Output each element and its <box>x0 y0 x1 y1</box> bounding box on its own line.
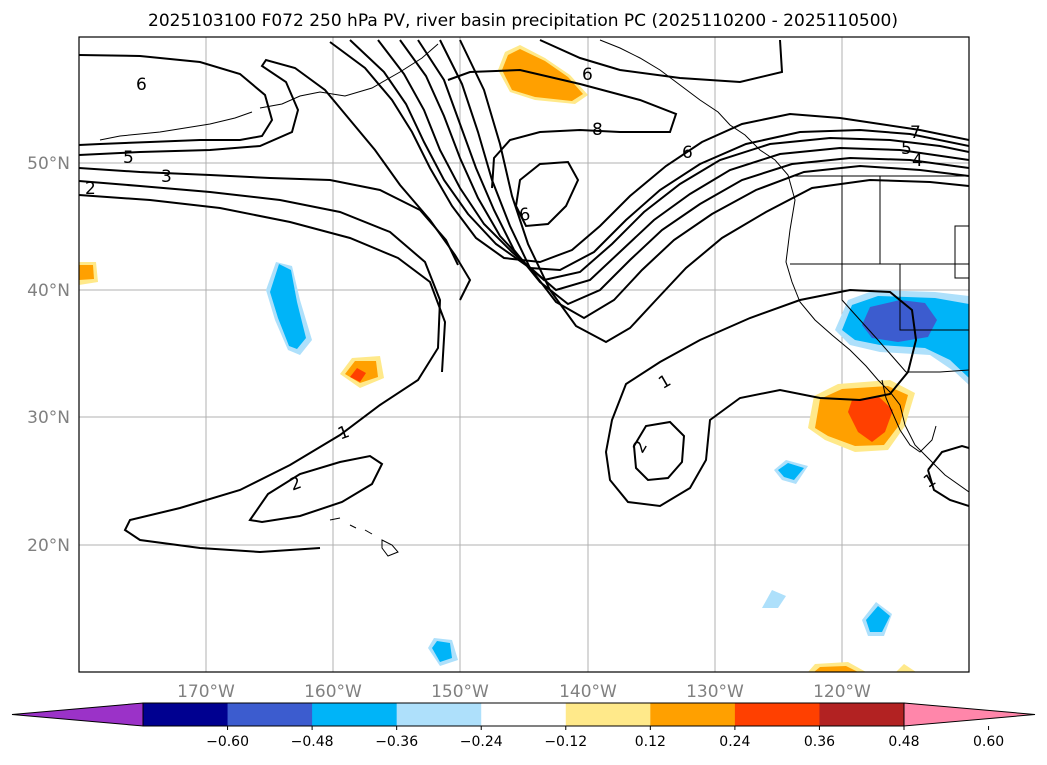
border-states-4 <box>841 264 907 373</box>
colorbar-extend-max <box>903 702 1036 727</box>
lon-label-140w: 140°W <box>559 682 617 702</box>
lat-label-20n: 20°N <box>27 536 70 556</box>
pv-contour-ridge <box>459 39 969 344</box>
contour-label: 6 <box>682 143 693 163</box>
contour-label: 6 <box>582 65 593 85</box>
latitude-labels: 50°N 40°N 30°N 20°N <box>27 154 70 556</box>
contour-label: 2 <box>629 437 652 456</box>
coastline-aleutians <box>99 111 253 141</box>
colorbar-tick-label: −0.36 <box>375 734 418 750</box>
colorbar-extend-min <box>11 702 144 727</box>
plot-frame <box>78 36 970 673</box>
colorbar-segment <box>312 703 398 726</box>
colorbar: −0.60 −0.48 −0.36 −0.24 −0.12 0.12 0.24 0.36 0.4… <box>11 702 1036 750</box>
lat-label-40n: 40°N <box>27 281 70 301</box>
pv-contours <box>79 39 969 554</box>
contour-label: 8 <box>592 120 603 140</box>
colorbar-tick-label: 0.36 <box>804 734 835 750</box>
pv-contour-6-north <box>539 39 784 84</box>
pv-contour-trough-5 <box>439 39 969 320</box>
colorbar-segment <box>227 703 313 726</box>
precip-patch-orange-bottom-core <box>814 666 858 672</box>
contour-label: 5 <box>901 139 912 159</box>
pv-contour-6-trough <box>329 41 969 264</box>
pv-contour-8-north <box>447 68 678 189</box>
pv-contour-2-east <box>632 420 686 482</box>
lat-label-30n: 30°N <box>27 408 70 428</box>
colorbar-segment <box>819 703 905 726</box>
colorbar-tick-label: 0.24 <box>719 734 750 750</box>
colorbar-tick-label: −0.24 <box>460 734 503 750</box>
pv-contour-2 <box>79 180 442 554</box>
pv-contour-7 <box>349 39 969 272</box>
lat-label-50n: 50°N <box>27 154 70 174</box>
pv-contour-1-southeast <box>927 444 969 507</box>
pv-contour-6-northwest <box>79 54 274 146</box>
map-plot-area: 6 5 2 3 6 8 9 6 7 5 4 1 1 2 2 1 <box>79 37 969 672</box>
pv-contour-inner-trough <box>417 39 969 306</box>
hawaii-islands <box>329 517 399 557</box>
pv-contour-2-loop <box>248 454 384 524</box>
coastlines <box>99 39 969 557</box>
colorbar-segment <box>650 703 736 726</box>
pv-contour-3 <box>79 167 459 266</box>
precip-patch-orange-bottom-2 <box>896 664 916 672</box>
lon-label-120w: 120°W <box>813 682 871 702</box>
colorbar-segment <box>565 703 651 726</box>
colorbar-tick-label: 0.60 <box>973 734 1004 750</box>
pv-contour-1-east <box>604 288 918 508</box>
coastline-baja <box>881 379 937 453</box>
colorbar-frame <box>142 702 905 727</box>
precip-patch-red-baja <box>848 396 893 442</box>
pv-contour-8 <box>377 39 969 282</box>
border-usa-mexico <box>906 369 969 373</box>
lon-label-160w: 160°W <box>304 682 362 702</box>
colorbar-segment <box>143 703 229 726</box>
colorbar-tick-label: 0.12 <box>635 734 666 750</box>
coastline-alaska-islands <box>259 43 439 109</box>
precip-patch-west-edge-core <box>79 265 94 280</box>
pv-contour-5 <box>79 58 472 301</box>
contour-label: 7 <box>910 123 921 143</box>
coastline-north-america <box>599 39 969 493</box>
contour-label: 2 <box>85 179 96 199</box>
precip-patch-blue-small-3-core <box>866 606 890 632</box>
contour-label: 1 <box>655 371 674 394</box>
colorbar-segment <box>734 703 820 726</box>
contour-label: 5 <box>123 148 134 168</box>
contour-label: 1 <box>920 470 939 493</box>
precip-patch-blue-small-1-core <box>778 463 804 480</box>
contour-label: 4 <box>912 151 923 171</box>
precip-patch-blue-small-2 <box>762 590 786 608</box>
pv-contour-1-pacific <box>79 194 447 373</box>
colorbar-tick-label: −0.60 <box>206 734 249 750</box>
figure-title: 2025103100 F072 250 hPa PV, river basin … <box>148 11 898 31</box>
contour-label: 1 <box>335 422 352 444</box>
pv-contour-9 <box>399 39 969 292</box>
colorbar-segment <box>481 703 567 726</box>
pv-contour-closed-9 <box>514 160 580 228</box>
border-states-6 <box>954 225 969 279</box>
gridlines <box>79 37 969 672</box>
colorbar-tick-label: −0.12 <box>544 734 587 750</box>
colorbar-segment <box>396 703 482 726</box>
precip-patch-blue-small-4-core <box>432 641 452 662</box>
contour-label: 6 <box>136 75 147 95</box>
lon-label-130w: 130°W <box>686 682 744 702</box>
contour-label: 3 <box>161 167 172 187</box>
lon-label-170w: 170°W <box>177 682 235 702</box>
contour-label: 9 <box>517 202 531 224</box>
colorbar-tick-label: 0.48 <box>888 734 919 750</box>
contour-label: 2 <box>287 473 304 495</box>
lon-label-150w: 150°W <box>431 682 489 702</box>
contour-labels: 6 5 2 3 6 8 9 6 7 5 4 1 1 2 2 1 <box>85 65 940 495</box>
precip-patch-red-hawaii-north <box>350 368 366 382</box>
border-states-5 <box>899 264 969 331</box>
colorbar-tick-label: −0.48 <box>291 734 334 750</box>
longitude-labels: 170°W 160°W 150°W 140°W 130°W 120°W <box>177 682 871 702</box>
precip-patch-blue-central-pacific-core <box>270 264 306 349</box>
